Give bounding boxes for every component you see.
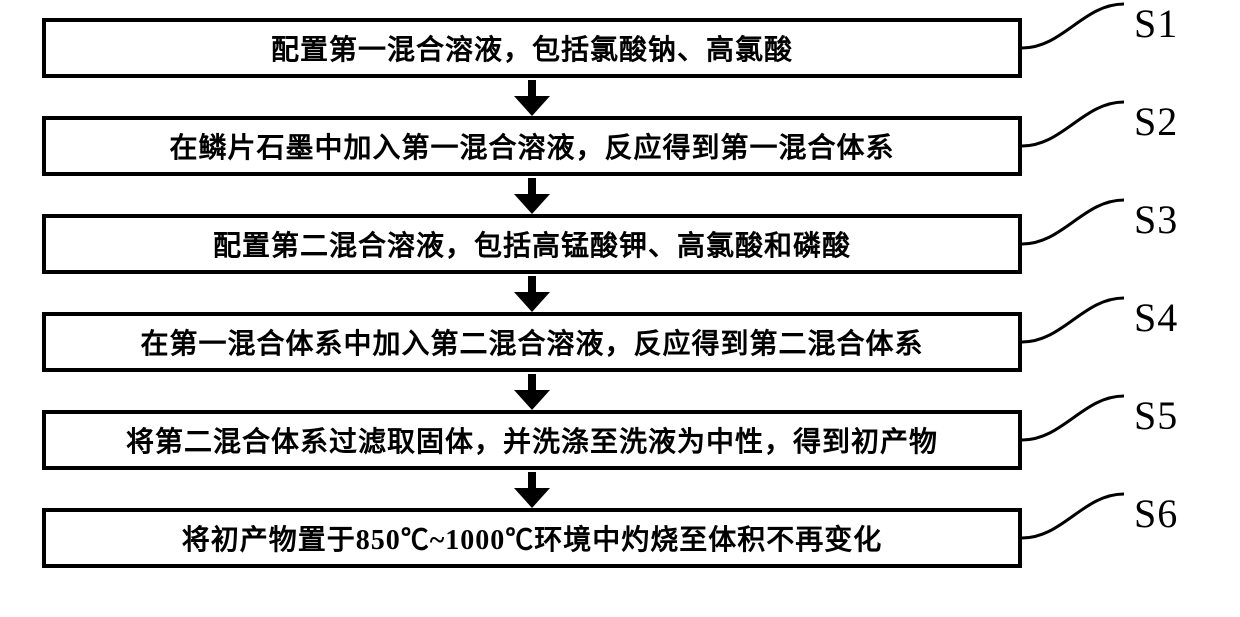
connector-s1 [1022,0,1134,63]
step-box-s1: 配置第一混合溶液，包括氯酸钠、高氯酸 [42,18,1022,78]
connector-s4 [1022,292,1134,357]
step-label-s2: S2 [1134,98,1178,145]
arrow-s1-to-s2 [510,78,554,121]
arrow-s3-to-s4 [510,274,554,317]
step-text-s3: 配置第二混合溶液，包括高锰酸钾、高氯酸和磷酸 [213,224,851,264]
step-text-s4: 在第一混合体系中加入第二混合溶液，反应得到第二混合体系 [140,322,923,362]
step-box-s3: 配置第二混合溶液，包括高锰酸钾、高氯酸和磷酸 [42,214,1022,274]
step-text-s5: 将第二混合体系过滤取固体，并洗涤至洗液为中性，得到初产物 [126,420,938,460]
step-box-s2: 在鳞片石墨中加入第一混合溶液，反应得到第一混合体系 [42,116,1022,176]
step-text-s6: 将初产物置于850℃~1000℃环境中灼烧至体积不再变化 [182,518,883,558]
step-box-s5: 将第二混合体系过滤取固体，并洗涤至洗液为中性，得到初产物 [42,410,1022,470]
step-text-s2: 在鳞片石墨中加入第一混合溶液，反应得到第一混合体系 [169,126,894,166]
connector-s5 [1022,390,1134,455]
step-label-s5: S5 [1134,392,1178,439]
step-text-s1: 配置第一混合溶液，包括氯酸钠、高氯酸 [271,28,793,68]
flowchart-canvas: 配置第一混合溶液，包括氯酸钠、高氯酸 S1 在鳞片石墨中加入第一混合溶液，反应得到第… [0,0,1240,617]
step-box-s6: 将初产物置于850℃~1000℃环境中灼烧至体积不再变化 [42,508,1022,568]
arrow-s2-to-s3 [510,176,554,219]
step-label-s6: S6 [1134,490,1178,537]
connector-s6 [1022,488,1134,553]
connector-s2 [1022,96,1134,161]
connector-s3 [1022,194,1134,259]
step-label-s4: S4 [1134,294,1178,341]
step-label-s3: S3 [1134,196,1178,243]
arrow-s5-to-s6 [510,470,554,513]
step-box-s4: 在第一混合体系中加入第二混合溶液，反应得到第二混合体系 [42,312,1022,372]
step-label-s1: S1 [1134,0,1178,47]
arrow-s4-to-s5 [510,372,554,415]
